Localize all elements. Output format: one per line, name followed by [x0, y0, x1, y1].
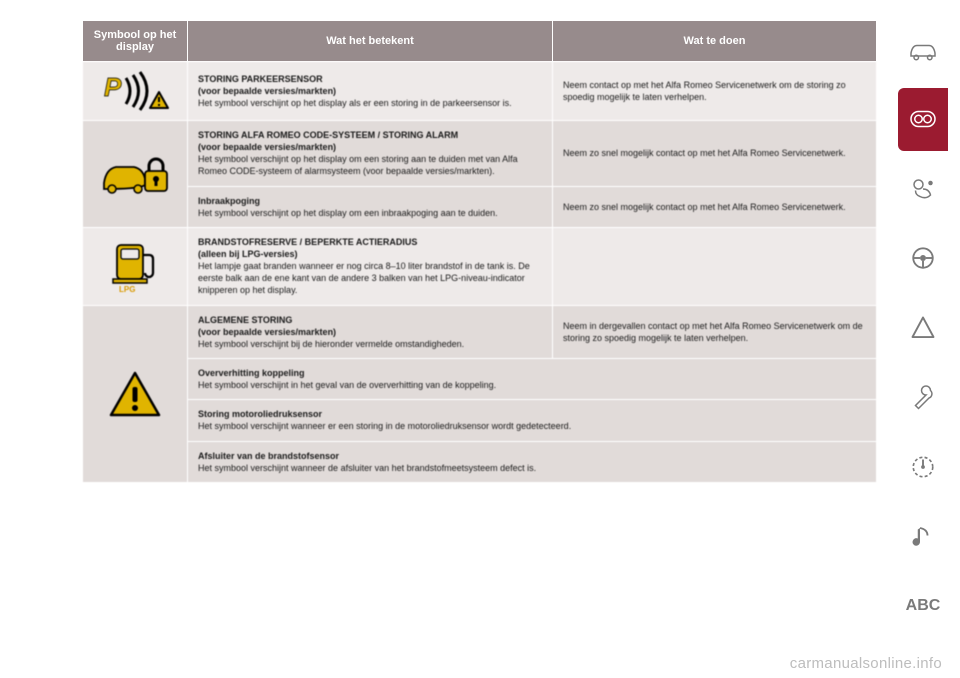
- lpg-label: LPG: [119, 285, 135, 294]
- col-symbol: Symbool op het display: [83, 21, 188, 62]
- meaning-body: Het lampje gaat branden wanneer er nog c…: [198, 261, 530, 295]
- meaning-body: Het symbool verschijnt wanneer de afslui…: [198, 463, 536, 473]
- meaning-cell: Inbraakpoging Het symbool verschijnt op …: [188, 186, 553, 227]
- meaning-title: ALGEMENE STORING: [198, 315, 292, 325]
- tab-service[interactable]: [898, 366, 948, 430]
- meaning-title: Oververhitting koppeling: [198, 368, 305, 378]
- meaning-sub: (voor bepaalde versies/markten): [198, 142, 336, 152]
- tab-steering[interactable]: [898, 227, 948, 291]
- symbol-cell: LPG: [83, 227, 188, 305]
- svg-text:P: P: [104, 72, 122, 102]
- warning-symbols-table: Symbool op het display Wat het betekent …: [82, 20, 877, 483]
- table-row: ALGEMENE STORING (voor bepaalde versies/…: [83, 305, 877, 358]
- fuel-lpg-icon: LPG: [103, 237, 167, 295]
- wrench-icon: [908, 383, 938, 413]
- action-cell: Neem contact op met het Alfa Romeo Servi…: [553, 62, 877, 121]
- action-cell: Neem zo snel mogelijk contact op met het…: [553, 186, 877, 227]
- meaning-cell: STORING ALFA ROMEO CODE-SYSTEEM / STORIN…: [188, 121, 553, 187]
- music-note-icon: [908, 522, 938, 552]
- meaning-cell: Storing motoroliedruksensor Het symbool …: [188, 400, 877, 441]
- tab-audio[interactable]: [898, 505, 948, 569]
- chapter-tabs: ABC: [898, 18, 948, 638]
- abc-icon: ABC: [906, 597, 941, 615]
- table-row: P STORING PARKEERSENSOR (voor bepaalde v…: [83, 62, 877, 121]
- symbol-cell: [83, 121, 188, 228]
- airbag-icon: [908, 174, 938, 204]
- steering-wheel-icon: [908, 243, 938, 273]
- car-lock-icon: [98, 149, 172, 199]
- meaning-body: Het symbool verschijnt bij de hieronder …: [198, 339, 464, 349]
- watermark: carmanualsonline.info: [790, 655, 942, 672]
- meaning-cell: BRANDSTOFRESERVE / BEPERKTE ACTIERADIUS …: [188, 227, 553, 305]
- col-action: Wat te doen: [553, 21, 877, 62]
- action-cell: Neem zo snel mogelijk contact op met het…: [553, 121, 877, 187]
- meaning-title: STORING PARKEERSENSOR: [198, 74, 323, 84]
- parking-sensor-icon: P: [100, 70, 170, 112]
- tab-dashboard[interactable]: [898, 88, 948, 152]
- tab-car[interactable]: [898, 18, 948, 82]
- hazard-icon: [908, 313, 938, 343]
- meaning-title: Storing motoroliedruksensor: [198, 409, 322, 419]
- meaning-title: Inbraakpoging: [198, 196, 260, 206]
- table-row: Afsluiter van de brandstofsensor Het sym…: [83, 441, 877, 482]
- table-header-row: Symbool op het display Wat het betekent …: [83, 21, 877, 62]
- meaning-body: Het symbool verschijnt op het display al…: [198, 98, 512, 108]
- warning-triangle-icon: [107, 369, 163, 419]
- meaning-body: Het symbool verschijnt op het display om…: [198, 154, 518, 176]
- meaning-body: Het symbool verschijnt wanneer er een st…: [198, 421, 571, 431]
- table-row: Oververhitting koppeling Het symbool ver…: [83, 358, 877, 399]
- car-outline-icon: [908, 35, 938, 65]
- tab-info[interactable]: [898, 435, 948, 499]
- action-cell: [553, 227, 877, 305]
- meaning-body: Het symbool verschijnt op het display om…: [198, 208, 498, 218]
- tab-hazard[interactable]: [898, 296, 948, 360]
- table-row: LPG BRANDSTOFRESERVE / BEPERKTE ACTIERAD…: [83, 227, 877, 305]
- dashboard-icon: [908, 104, 938, 134]
- table-row: STORING ALFA ROMEO CODE-SYSTEEM / STORIN…: [83, 121, 877, 187]
- table-row: Inbraakpoging Het symbool verschijnt op …: [83, 186, 877, 227]
- col-meaning: Wat het betekent: [188, 21, 553, 62]
- meaning-sub: (voor bepaalde versies/markten): [198, 86, 336, 96]
- meaning-cell: Afsluiter van de brandstofsensor Het sym…: [188, 441, 877, 482]
- action-cell: Neem in dergevallen contact op met het A…: [553, 305, 877, 358]
- tab-index[interactable]: ABC: [898, 575, 948, 639]
- tab-airbag[interactable]: [898, 157, 948, 221]
- meaning-title: BRANDSTOFRESERVE / BEPERKTE ACTIERADIUS: [198, 237, 417, 247]
- meaning-body: Het symbool verschijnt in het geval van …: [198, 380, 496, 390]
- symbol-cell: [83, 305, 188, 482]
- meaning-title: Afsluiter van de brandstofsensor: [198, 451, 339, 461]
- meaning-cell: ALGEMENE STORING (voor bepaalde versies/…: [188, 305, 553, 358]
- meaning-title: STORING ALFA ROMEO CODE-SYSTEEM / STORIN…: [198, 130, 458, 140]
- meaning-cell: Oververhitting koppeling Het symbool ver…: [188, 358, 877, 399]
- table-row: Storing motoroliedruksensor Het symbool …: [83, 400, 877, 441]
- info-dial-icon: [908, 452, 938, 482]
- meaning-sub: (alleen bij LPG-versies): [198, 249, 298, 259]
- symbol-cell: P: [83, 62, 188, 121]
- meaning-cell: STORING PARKEERSENSOR (voor bepaalde ver…: [188, 62, 553, 121]
- meaning-sub: (voor bepaalde versies/markten): [198, 327, 336, 337]
